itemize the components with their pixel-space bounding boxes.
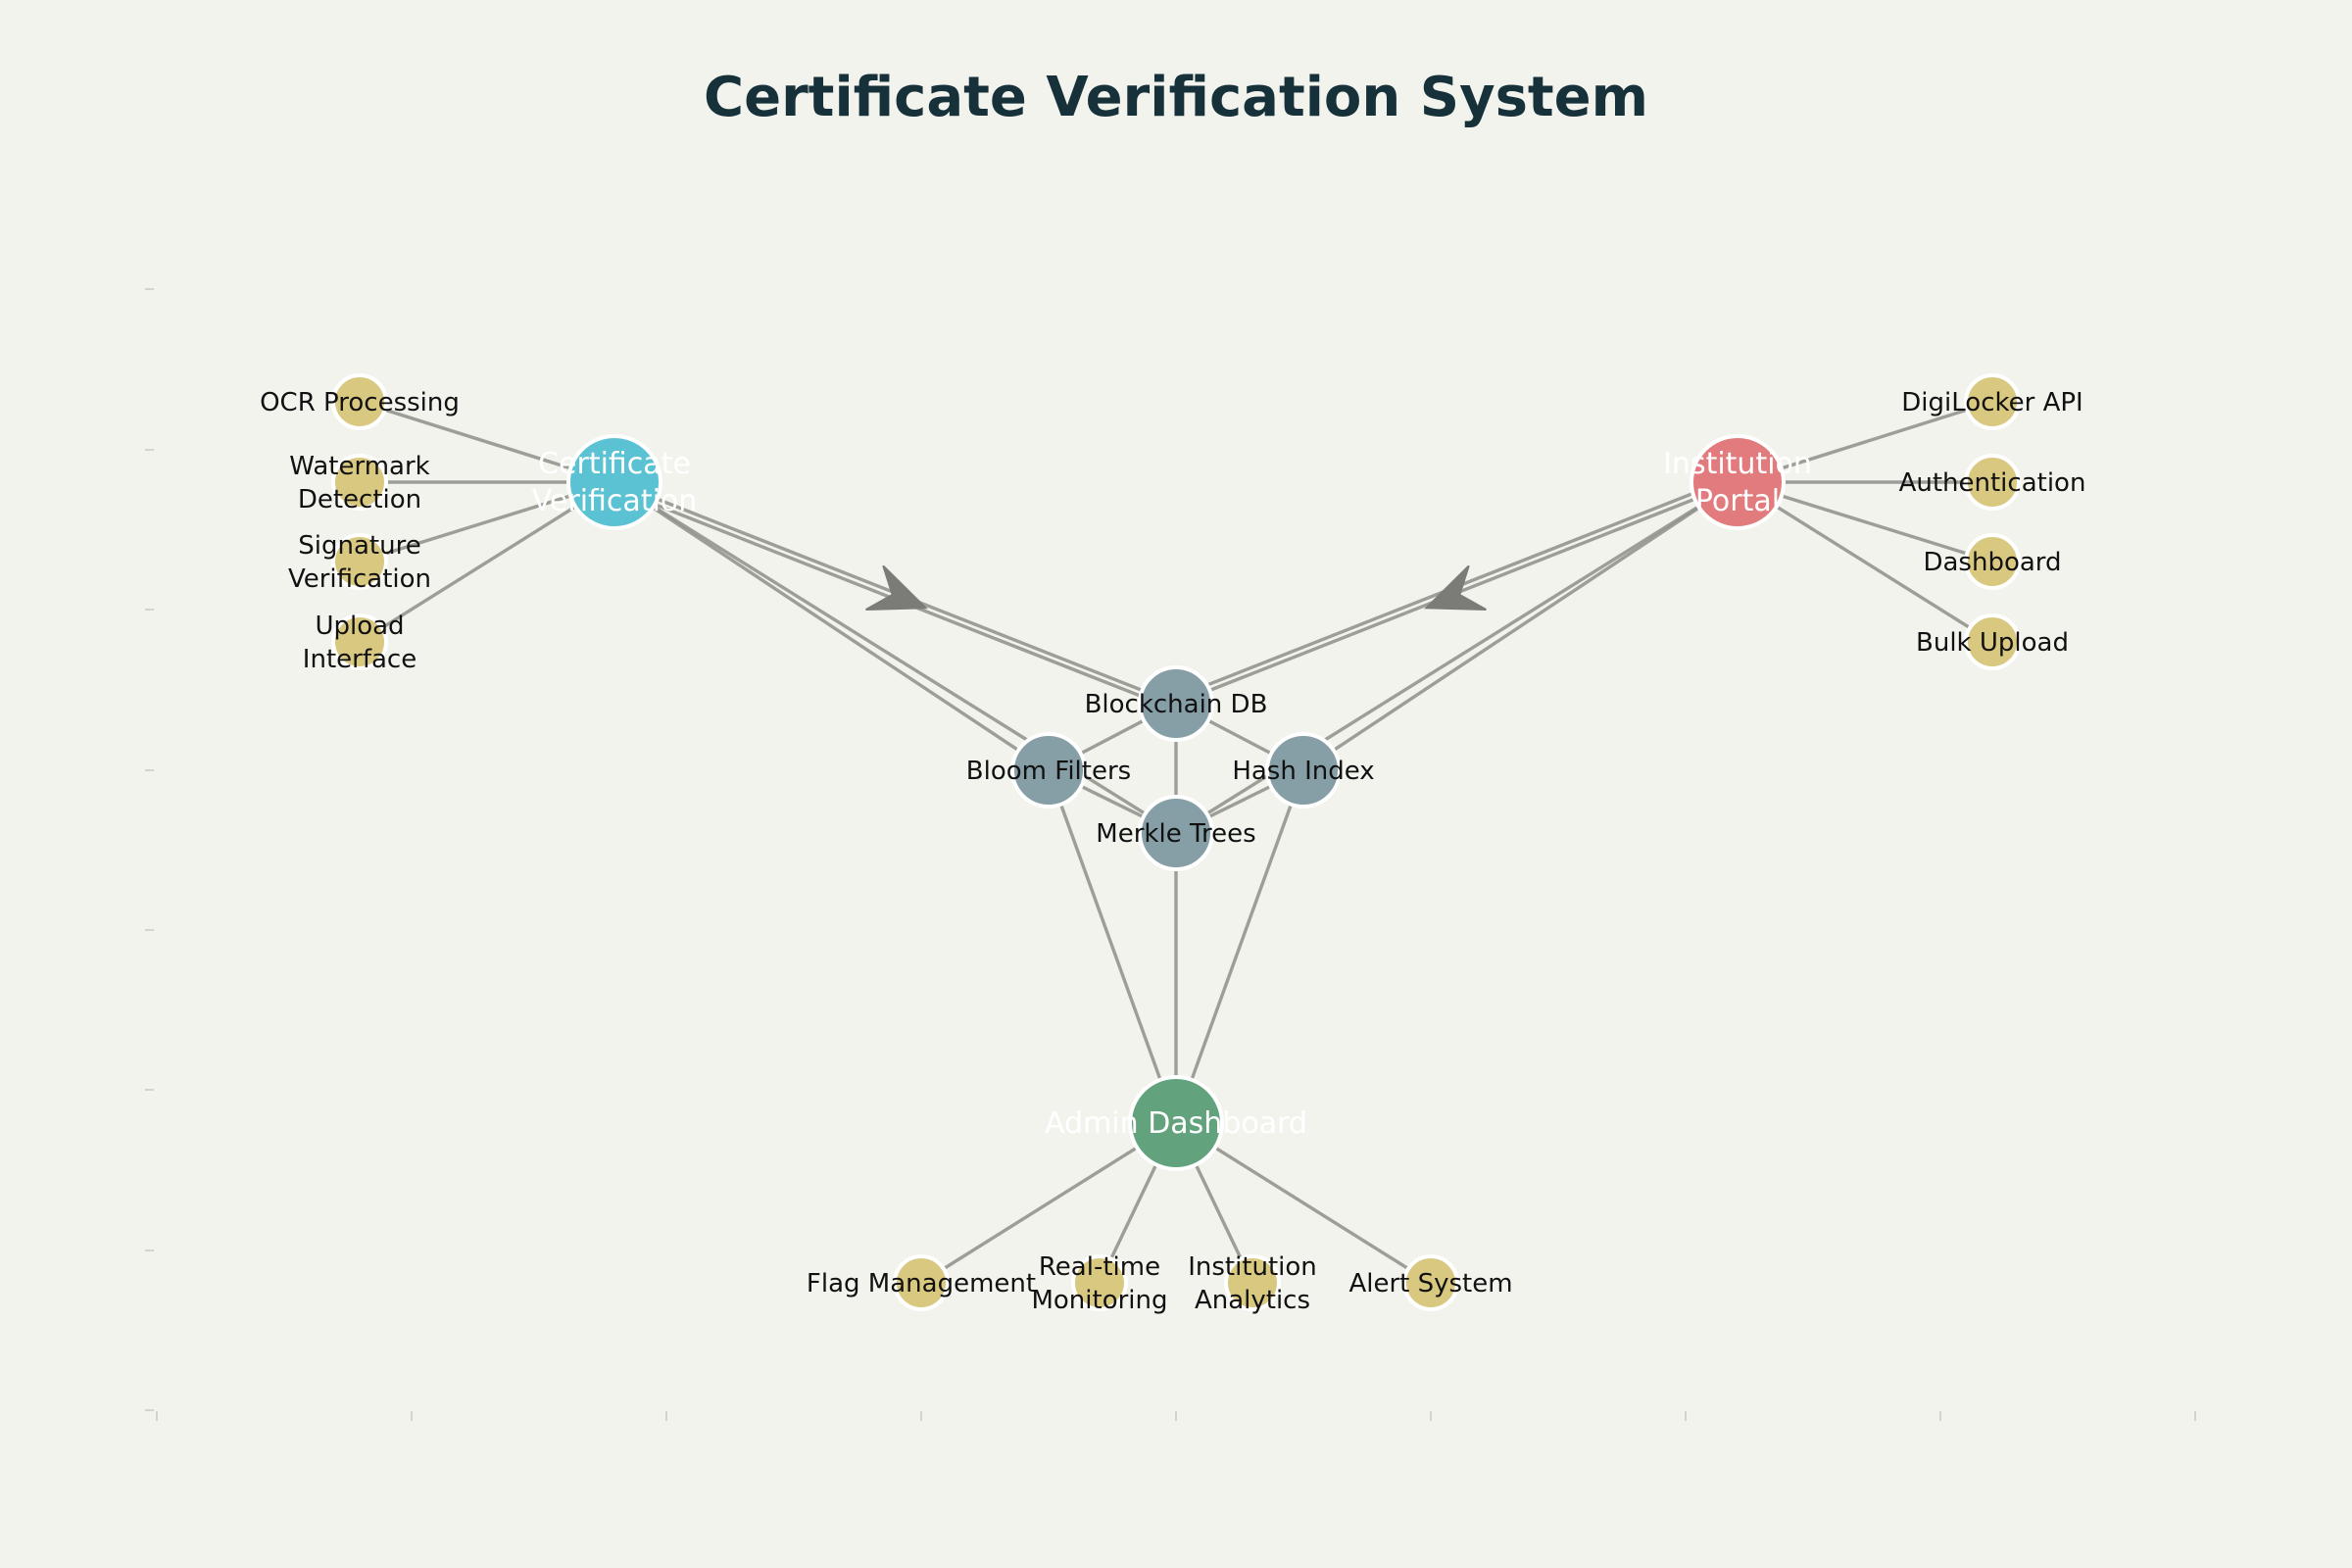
- arrowhead-verification-blockchain: [865, 564, 928, 612]
- node-label-line: DigiLocker API: [1901, 388, 2082, 417]
- node-label-line: Interface: [303, 645, 416, 674]
- node-watermark[interactable]: [331, 454, 388, 511]
- node-label-line: Hash Index: [1232, 757, 1374, 786]
- arrowhead-institution-blockchain: [1424, 564, 1487, 612]
- node-label-line: Bloom Filters: [966, 757, 1131, 786]
- node-label-admin: Admin Dashboard: [1045, 1106, 1307, 1141]
- node-label-authentication: Authentication: [1899, 468, 2086, 498]
- node-label-hash: Hash Index: [1232, 757, 1374, 786]
- node-label-line: Monitoring: [1031, 1286, 1167, 1315]
- node-label-line: Verification: [288, 564, 431, 594]
- node-verification[interactable]: [566, 434, 662, 530]
- node-realtime[interactable]: [1071, 1254, 1128, 1311]
- node-label-line: Analytics: [1195, 1286, 1310, 1315]
- node-label-bulk: Bulk Upload: [1916, 628, 2069, 658]
- node-ocr[interactable]: [331, 373, 388, 430]
- node-label-line: Upload: [315, 612, 404, 641]
- node-label-line: OCR Processing: [260, 388, 460, 417]
- node-label-line: Institution: [1663, 447, 1812, 481]
- node-label-line: Verification: [532, 484, 698, 518]
- node-label-dashboard: Dashboard: [1923, 548, 2061, 577]
- node-label-verification: Certificate Verification: [532, 447, 698, 518]
- node-label-line: Alert System: [1348, 1269, 1512, 1298]
- node-label-ocr: OCR Processing: [260, 388, 460, 417]
- node-label-line: Portal: [1695, 484, 1780, 518]
- node-label-line: Watermark: [289, 452, 429, 481]
- node-analytics[interactable]: [1224, 1254, 1281, 1311]
- node-label-institution: Institution Portal: [1663, 447, 1812, 518]
- node-label-line: Certificate: [538, 447, 691, 481]
- node-label-upload: Upload Interface: [303, 612, 416, 674]
- node-label-line: Blockchain DB: [1085, 690, 1268, 719]
- node-label-signature: Signature Verification: [288, 531, 431, 594]
- node-label-line: Admin Dashboard: [1045, 1106, 1307, 1141]
- node-alert[interactable]: [1402, 1254, 1459, 1311]
- edge-verification-upload: [359, 480, 615, 644]
- edge-admin-bloom: [1047, 769, 1178, 1124]
- node-label-line: Signature: [298, 531, 420, 561]
- node-label-analytics: Institution Analytics: [1188, 1252, 1317, 1315]
- edge-admin-hash: [1174, 769, 1305, 1124]
- node-label-watermark: Watermark Detection: [289, 452, 429, 514]
- node-label-line: Institution: [1188, 1252, 1317, 1282]
- node-label-line: Dashboard: [1923, 548, 2061, 577]
- arrows-layer: [865, 564, 1487, 612]
- edge-verification-bloom: [613, 480, 1050, 772]
- node-bloom[interactable]: [1010, 732, 1087, 808]
- node-label-alert: Alert System: [1348, 1269, 1512, 1298]
- node-label-line: Bulk Upload: [1916, 628, 2069, 658]
- node-label-merkle: Merkle Trees: [1096, 819, 1255, 849]
- node-authentication[interactable]: [1964, 454, 2021, 511]
- node-label-flag: Flag Management: [807, 1269, 1036, 1298]
- edges-layer: [359, 400, 1993, 1285]
- node-label-line: Real-time: [1039, 1252, 1160, 1282]
- node-bulk[interactable]: [1964, 613, 2021, 670]
- node-label-realtime: Real-time Monitoring: [1031, 1252, 1167, 1315]
- node-signature[interactable]: [331, 533, 388, 590]
- node-admin[interactable]: [1128, 1075, 1224, 1171]
- node-label-bloom: Bloom Filters: [966, 757, 1131, 786]
- edge-institution-bulk: [1737, 480, 1993, 644]
- node-institution[interactable]: [1690, 434, 1786, 530]
- edge-admin-flag: [920, 1121, 1177, 1285]
- node-label-line: Authentication: [1899, 468, 2086, 498]
- node-hash[interactable]: [1265, 732, 1342, 808]
- node-digilocker[interactable]: [1964, 373, 2021, 430]
- node-label-digilocker: DigiLocker API: [1901, 388, 2082, 417]
- node-flag[interactable]: [893, 1254, 950, 1311]
- edge-institution-hash: [1302, 480, 1739, 772]
- node-blockchain[interactable]: [1138, 665, 1214, 742]
- node-upload[interactable]: [331, 613, 388, 670]
- node-label-line: Merkle Trees: [1096, 819, 1255, 849]
- node-merkle[interactable]: [1138, 795, 1214, 871]
- node-label-line: Flag Management: [807, 1269, 1036, 1298]
- node-dashboard[interactable]: [1964, 533, 2021, 590]
- node-label-line: Detection: [298, 485, 421, 514]
- diagram-title: Certificate Verification System: [704, 66, 1648, 129]
- nodes-layer: [331, 373, 2021, 1311]
- axis-ticks: [145, 288, 2196, 1421]
- node-label-blockchain: Blockchain DB: [1085, 690, 1268, 719]
- edge-admin-alert: [1175, 1121, 1432, 1285]
